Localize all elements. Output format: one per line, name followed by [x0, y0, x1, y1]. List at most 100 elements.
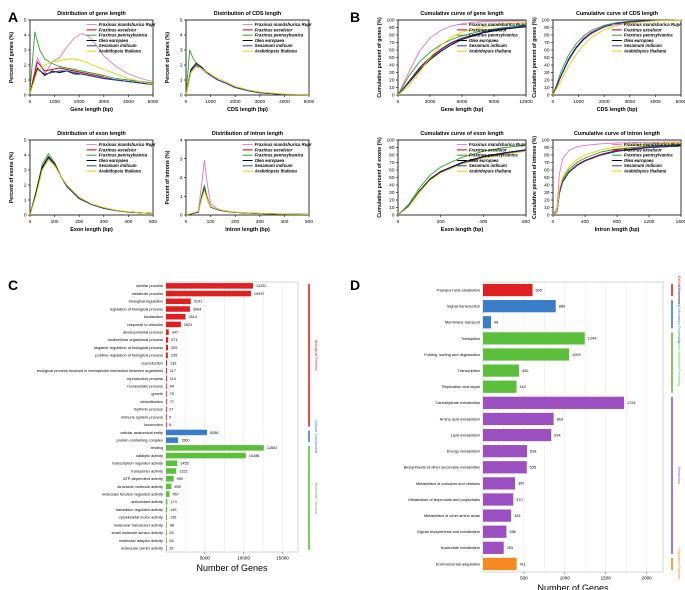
chart-cum_gene: Cumulative curve of gene length Gene leng…	[377, 11, 533, 113]
bar-category-label: positive regulation of biological proces…	[95, 353, 163, 358]
series-line-4	[29, 69, 154, 94]
bar-value-label: 457	[173, 492, 179, 496]
bar	[483, 364, 519, 377]
bar	[166, 452, 246, 459]
legend-entry: Fraxinus mandshurica Rupr	[255, 142, 312, 147]
bar-category-label: protein-containing complex	[117, 438, 164, 443]
x-tick-label: 400	[479, 219, 487, 225]
bar-category-label: multicellular organismal process	[108, 337, 163, 342]
bar-value-label: 98	[170, 523, 174, 527]
bar	[166, 506, 168, 513]
bar-category-label: Metabolism of other amino acids	[424, 513, 480, 518]
bar-value-label: 1244	[588, 337, 596, 341]
bar-category-label: reproduction	[141, 360, 163, 365]
chart-title: Distribution of gene length	[57, 11, 126, 17]
bar-value-label: 1560	[181, 438, 189, 442]
plot-frame	[29, 139, 154, 216]
bar-category-label: Metabolism of terpenoids and polyketides	[408, 497, 480, 502]
y-tick-label: 0	[392, 93, 395, 99]
bar	[166, 437, 179, 443]
group-label: Organismal Systems	[677, 548, 681, 580]
bar-category-label: Membrane transport	[445, 320, 481, 325]
x-tick-label: 5000	[304, 99, 315, 105]
legend-entry: Sesamum indicum	[255, 163, 293, 168]
bar-category-label: Environmental adaptation	[436, 561, 480, 566]
bar-value-label: 10937	[254, 292, 265, 296]
y-tick-label: 3	[180, 156, 183, 162]
y-tick-label: 90	[389, 145, 395, 151]
bar-value-label: 77	[170, 400, 174, 404]
legend-entry: Fraxinus mandshurica Rupr	[624, 142, 681, 147]
x-tick-label: 500	[520, 576, 528, 581]
bar	[166, 475, 174, 482]
x-tick-label: 2000	[230, 99, 241, 105]
bar-category-label: detoxification	[140, 399, 163, 404]
bar	[166, 337, 169, 343]
x-axis-label: Gene length (bp)	[441, 107, 484, 113]
series-line-5	[185, 66, 310, 96]
y-tick-label: 20	[389, 198, 395, 204]
series-line-2	[29, 31, 154, 91]
y-axis-label: Percent of genes (%)	[9, 32, 15, 84]
x-tick-label: 400	[581, 219, 589, 225]
legend-entry: Arabidopsis thaliana	[98, 49, 142, 54]
y-tick-label: 80	[544, 33, 550, 39]
bar-category-label: cytoskeletal motor activity	[119, 515, 163, 520]
x-tick-label: 4000	[123, 99, 134, 105]
bar-value-label: 53	[169, 539, 173, 543]
bar	[166, 321, 181, 328]
y-tick-label: 20	[544, 198, 550, 204]
bar-value-label: 53	[169, 531, 173, 535]
legend-entry: Sesamum indicum	[255, 43, 293, 48]
bar	[483, 283, 533, 297]
y-axis-label: Percent of introns (%)	[165, 150, 171, 204]
bar-value-label: 392	[518, 482, 524, 486]
x-tick-label: 5000	[200, 556, 211, 561]
bar	[166, 529, 167, 536]
chart-title: Cumulative curve of gene length	[420, 11, 503, 17]
legend-entry: Fraxinus pennsylvanica	[255, 153, 304, 158]
plot-frame	[185, 19, 310, 96]
legend-entry: Fraxinus excelsior	[624, 147, 662, 152]
group-label: Molecular Function	[314, 482, 318, 514]
x-tick-label: 15000	[276, 556, 289, 561]
bar	[166, 445, 264, 451]
legend-entry: Fraxinus pennsylvanica	[255, 33, 304, 38]
x-axis-label: Number of Genes	[196, 563, 268, 573]
bar	[166, 283, 254, 289]
bar-value-label: 174	[170, 500, 176, 504]
plot-frame	[397, 139, 527, 216]
x-tick-label: 0	[185, 219, 188, 225]
bar-category-label: ATP-dependent activity	[123, 476, 163, 481]
chart-intron_length: Distribution of intron length Intron leng…	[165, 131, 313, 233]
bar	[166, 522, 167, 528]
bar-category-label: Folding, sorting and degradation	[424, 352, 480, 357]
series-line-0	[29, 33, 154, 94]
y-tick-label: 10	[544, 205, 550, 211]
bar	[166, 375, 167, 382]
series-line-4	[552, 19, 682, 96]
bar-category-label: Transcription	[458, 368, 480, 373]
y-tick-label: 3	[180, 48, 183, 54]
bar-category-label: Energy metabolism	[447, 449, 480, 454]
bar-category-label: cellular process	[136, 283, 163, 288]
chart-title: Distribution of exon length	[57, 131, 126, 137]
legend-entry: Sesamum indicum	[469, 163, 507, 168]
chart-cum_intron: Cumulative curve of intron length Intron …	[532, 131, 685, 233]
bar-value-label: 239	[171, 354, 177, 358]
bar	[166, 306, 190, 312]
bar-category-label: Glycan biosynthesis and metabolism	[417, 529, 480, 534]
chart-title: Cumulative curve of exon length	[420, 131, 503, 137]
chart-cum_cds: Cumulative curve of CDS length CDS length…	[532, 11, 685, 113]
bar-value-label: 94	[170, 384, 174, 388]
bar-value-label: 33	[169, 546, 173, 550]
bar-value-label: 117	[170, 369, 176, 373]
bar	[166, 460, 178, 467]
y-tick-label: 80	[389, 153, 395, 159]
y-tick-label: 0	[547, 213, 550, 219]
chart-gene_length: Distribution of gene length Gene length (…	[9, 11, 159, 113]
x-axis-label: Gene length (bp)	[70, 107, 113, 113]
bar	[166, 491, 170, 497]
x-tick-label: 500	[149, 219, 157, 225]
bar	[483, 428, 552, 442]
